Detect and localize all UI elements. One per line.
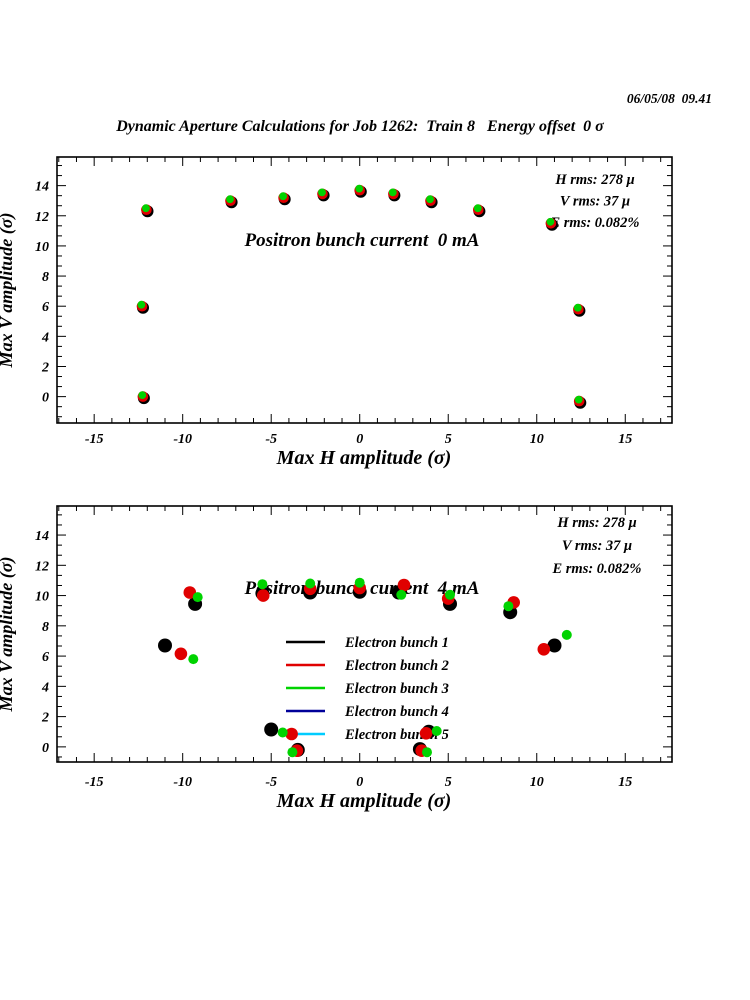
x-tick-label: 10 <box>530 432 544 447</box>
plot-frame <box>56 156 673 424</box>
data-point <box>561 629 572 640</box>
y-tick-label: 0 <box>42 741 49 756</box>
y-tick-label: 8 <box>42 270 49 285</box>
plot-0mA: -15 -10 -5 0 5 10 15 0 2 4 6 8 10 12 14 Max H amplitude… <box>0 156 673 469</box>
stats-line: H rms: 278 μ <box>556 515 636 531</box>
data-point <box>257 579 268 590</box>
x-tick-label: -5 <box>265 432 277 447</box>
y-axis-title: Max V amplitude (σ) <box>0 557 17 713</box>
x-tick-label: 5 <box>445 775 452 790</box>
x-tick-label: -10 <box>173 775 192 790</box>
x-tick-label: -10 <box>173 432 192 447</box>
x-tick-label: -15 <box>85 432 104 447</box>
y-tick-label: 2 <box>41 360 49 375</box>
data-point <box>138 391 147 399</box>
y-tick-label: 4 <box>41 330 49 345</box>
y-tick-label: 10 <box>35 240 49 255</box>
data-point <box>174 647 188 661</box>
y-tick-label: 0 <box>42 391 49 406</box>
data-point <box>287 747 298 758</box>
data-point <box>397 578 411 592</box>
plot-annotation: Positron bunch current 0 mA <box>244 230 480 251</box>
data-point <box>142 204 150 213</box>
x-tick-label: -15 <box>85 775 104 790</box>
stats-line: H rms: 278 μ <box>554 172 634 188</box>
data-point <box>256 589 270 602</box>
data-point <box>473 204 482 213</box>
x-tick-label: 15 <box>618 432 632 447</box>
data-point <box>277 727 288 738</box>
data-point <box>388 188 397 197</box>
y-tick-label: 10 <box>35 590 49 605</box>
y-tick-label: 4 <box>41 680 49 695</box>
y-tick-label: 14 <box>35 529 49 544</box>
x-axis-title: Max H amplitude (σ) <box>276 447 452 469</box>
data-point <box>188 654 199 665</box>
legend-label: Electron bunch 2 <box>344 658 449 674</box>
data-point <box>574 395 583 404</box>
data-point <box>305 578 316 589</box>
data-point <box>137 300 146 309</box>
legend-label: Electron bunch 4 <box>344 704 449 720</box>
data-point <box>573 303 582 312</box>
data-point <box>426 195 434 204</box>
data-point <box>285 727 298 741</box>
data-point <box>318 188 326 197</box>
data-point <box>547 638 562 653</box>
data-point <box>158 638 172 653</box>
stats-line: E rms: 0.082% <box>551 561 641 577</box>
legend-label: Electron bunch 3 <box>344 681 449 697</box>
x-axis-title: Max H amplitude (σ) <box>276 790 452 812</box>
x-tick-label: -5 <box>265 775 277 790</box>
plot-4mA: -15 -10 -5 0 5 10 15 0 2 4 6 8 10 12 14 Max H amplitude… <box>0 505 673 812</box>
data-point <box>503 601 514 612</box>
data-point <box>419 727 433 740</box>
stats-line: E rms: 0.082% <box>549 215 639 231</box>
y-tick-label: 2 <box>41 711 49 726</box>
stats-line: V rms: 37 μ <box>562 538 632 554</box>
y-tick-label: 14 <box>35 180 49 195</box>
data-point <box>431 726 442 736</box>
data-point <box>445 589 455 600</box>
plot-frame <box>56 505 673 763</box>
data-point <box>355 184 364 193</box>
x-tick-label: 0 <box>356 775 363 790</box>
y-tick-label: 6 <box>42 300 49 315</box>
x-tick-label: 5 <box>445 432 452 447</box>
data-point <box>422 747 432 758</box>
timestamp: 06/05/08 09.41 <box>626 91 712 106</box>
data-point <box>192 592 203 603</box>
data-point <box>546 217 555 226</box>
x-tick-label: 15 <box>618 775 632 790</box>
y-tick-label: 12 <box>35 559 49 574</box>
y-axis-title: Max V amplitude (σ) <box>0 213 17 369</box>
y-tick-label: 12 <box>35 210 49 225</box>
data-point <box>264 722 279 737</box>
y-tick-label: 8 <box>42 620 49 635</box>
data-point <box>279 192 287 201</box>
x-tick-label: 0 <box>356 432 363 447</box>
page-title: Dynamic Aperture Calculations for Job 12… <box>116 118 604 135</box>
y-tick-label: 6 <box>42 650 49 665</box>
data-point <box>226 195 234 204</box>
data-point <box>537 643 551 656</box>
data-point <box>354 577 365 588</box>
x-tick-label: 10 <box>530 775 544 790</box>
data-point <box>396 589 407 600</box>
legend-label: Electron bunch 1 <box>344 635 449 651</box>
stats-line: V rms: 37 μ <box>560 194 630 210</box>
